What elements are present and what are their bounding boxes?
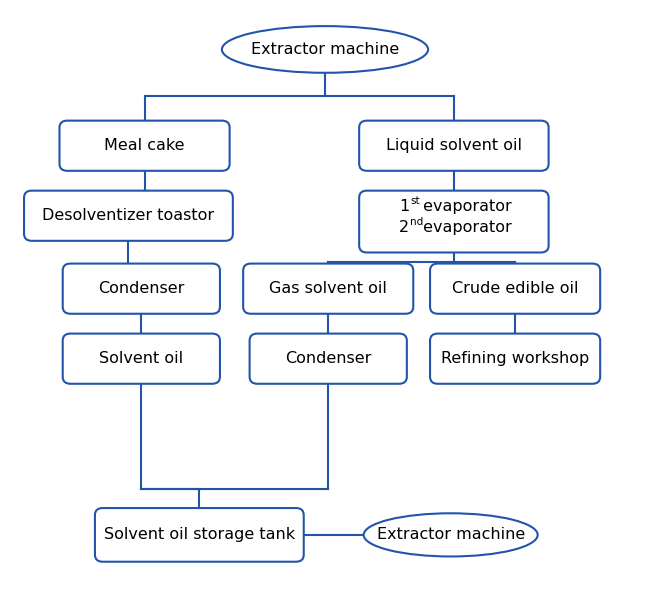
FancyBboxPatch shape bbox=[250, 333, 407, 384]
Ellipse shape bbox=[363, 513, 538, 557]
Text: Liquid solvent oil: Liquid solvent oil bbox=[386, 138, 522, 153]
FancyBboxPatch shape bbox=[359, 191, 549, 253]
FancyBboxPatch shape bbox=[95, 508, 304, 562]
Text: Extractor machine: Extractor machine bbox=[251, 42, 399, 57]
FancyBboxPatch shape bbox=[359, 121, 549, 171]
Text: Desolventizer toastor: Desolventizer toastor bbox=[42, 209, 214, 223]
Text: Gas solvent oil: Gas solvent oil bbox=[269, 281, 387, 296]
Text: Crude edible oil: Crude edible oil bbox=[452, 281, 578, 296]
Text: Condenser: Condenser bbox=[98, 281, 185, 296]
Text: st: st bbox=[410, 196, 420, 206]
FancyBboxPatch shape bbox=[243, 263, 413, 314]
Text: 1: 1 bbox=[399, 199, 410, 214]
Text: Refining workshop: Refining workshop bbox=[441, 351, 590, 366]
Text: nd: nd bbox=[410, 217, 423, 227]
Text: Solvent oil: Solvent oil bbox=[99, 351, 183, 366]
FancyBboxPatch shape bbox=[62, 333, 220, 384]
FancyBboxPatch shape bbox=[430, 333, 600, 384]
Text: evaporator: evaporator bbox=[419, 199, 512, 214]
FancyBboxPatch shape bbox=[62, 263, 220, 314]
FancyBboxPatch shape bbox=[60, 121, 229, 171]
Ellipse shape bbox=[222, 26, 428, 73]
Text: Solvent oil storage tank: Solvent oil storage tank bbox=[104, 527, 295, 542]
FancyBboxPatch shape bbox=[24, 191, 233, 241]
Text: Condenser: Condenser bbox=[285, 351, 371, 366]
FancyBboxPatch shape bbox=[430, 263, 600, 314]
Text: Meal cake: Meal cake bbox=[104, 138, 185, 153]
Text: 2: 2 bbox=[399, 220, 410, 235]
Text: Extractor machine: Extractor machine bbox=[376, 527, 525, 542]
Text: evaporator: evaporator bbox=[419, 220, 512, 235]
